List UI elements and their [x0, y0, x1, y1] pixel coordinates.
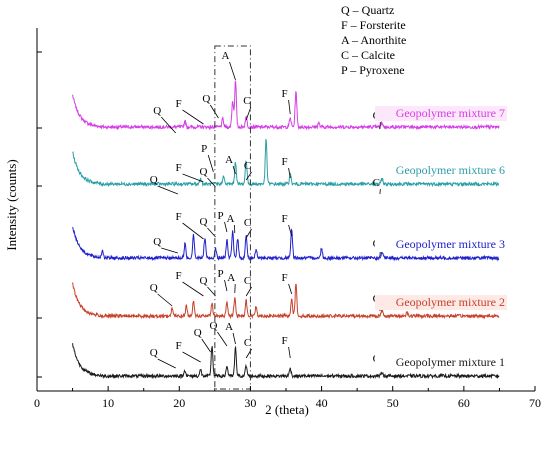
legend-entry: F – Forsterite [341, 18, 406, 32]
peak-leader-line [207, 227, 216, 238]
series-label-bg [375, 237, 507, 252]
peak-leader-line [245, 171, 252, 181]
peak-leader-line [245, 228, 252, 239]
series-label: Geopolymer mixture 6 [396, 163, 505, 177]
peak-leader-line [232, 165, 236, 175]
peak-leader-line [160, 116, 177, 134]
y-axis-label: Intensity (counts) [4, 159, 19, 250]
peak-label: C [373, 177, 380, 189]
x-tick-label: 10 [102, 396, 114, 410]
peak-label: C [244, 160, 251, 172]
series-label: Geopolymer mixture 1 [396, 355, 505, 369]
peak-leader-line [161, 247, 178, 254]
peak-label: A [227, 213, 235, 225]
peak-label: F [282, 156, 288, 168]
series-label-bg [375, 355, 507, 370]
series-label: Geopolymer mixture 3 [396, 237, 505, 251]
x-tick-label: 50 [387, 396, 399, 410]
peak-leader-line [207, 177, 216, 188]
peak-label: A [222, 50, 230, 62]
series-label-bg [375, 106, 507, 121]
peak-leader-line [288, 99, 291, 115]
highlight-region [214, 45, 251, 390]
x-tick-label: 0 [34, 396, 40, 410]
x-tick-label: 20 [173, 396, 185, 410]
series-label-bg [375, 295, 507, 310]
peak-leader-line [157, 358, 176, 369]
peak-label: Q [153, 236, 161, 248]
series-line [72, 138, 500, 188]
peak-label: F [282, 335, 288, 347]
peak-label: A [225, 154, 233, 166]
peak-label: P [217, 268, 223, 280]
peak-leader-line [201, 338, 211, 353]
peak-label: F [176, 270, 182, 282]
peak-label: Q [199, 275, 207, 287]
x-tick-label: 40 [316, 396, 328, 410]
peak-leader-line [182, 109, 204, 125]
peak-label: F [282, 213, 288, 225]
peak-leader-line [182, 281, 204, 297]
legend-entry: A – Anorthite [341, 33, 406, 47]
peak-leader-line [207, 154, 214, 173]
peak-label: C [243, 95, 250, 107]
peak-label: Q [199, 216, 207, 228]
peak-label: C [244, 337, 251, 349]
peak-leader-line [207, 286, 216, 297]
peak-leader-line [224, 279, 228, 292]
peak-leader-line [288, 167, 291, 179]
peak-label: Q [153, 105, 161, 117]
peak-leader-line [157, 185, 179, 195]
x-tick-label: 70 [529, 396, 541, 410]
series-line [72, 343, 500, 380]
peak-leader-line [157, 293, 173, 307]
peak-label: P [217, 210, 223, 222]
peak-label: Q [194, 327, 202, 339]
peak-label: Q [150, 174, 158, 186]
peak-label: Q [209, 320, 217, 332]
peak-leader-line [288, 346, 291, 359]
legend-entry: Q – Quartz [341, 3, 394, 17]
peak-label: F [282, 88, 288, 100]
x-axis-label: 2 (theta) [265, 402, 309, 417]
series-label: Geopolymer mixture 7 [396, 106, 505, 120]
legend-entry: P – Pyroxene [341, 63, 405, 77]
peak-label: C [244, 217, 251, 229]
series-line [72, 79, 500, 131]
peak-label: Q [199, 166, 207, 178]
peak-label: Q [202, 93, 210, 105]
series-label: Geopolymer mixture 2 [396, 295, 505, 309]
peak-label: F [176, 211, 182, 223]
peak-label: Q [150, 347, 158, 359]
peak-label: C [244, 275, 251, 287]
peak-label: F [176, 340, 182, 352]
peak-label: A [227, 272, 235, 284]
peak-leader-line [232, 332, 236, 345]
peak-label: F [282, 272, 288, 284]
x-tick-label: 30 [244, 396, 256, 410]
peak-label: A [225, 321, 233, 333]
peak-leader-line [182, 222, 204, 240]
series-label-bg [375, 163, 507, 178]
x-tick-label: 60 [458, 396, 470, 410]
peak-leader-line [182, 173, 204, 183]
series-line [72, 226, 500, 262]
peak-label: F [176, 162, 182, 174]
legend-entry: C – Calcite [341, 48, 395, 62]
peak-label: Q [150, 282, 158, 294]
peak-leader-line [224, 221, 228, 233]
peak-leader-line [229, 61, 236, 81]
peak-label: F [176, 98, 182, 110]
peak-leader-line [288, 283, 293, 295]
peak-leader-line [217, 331, 228, 347]
peak-leader-line [288, 224, 293, 237]
peak-leader-line [245, 106, 252, 121]
series-line [72, 282, 500, 320]
peak-label: P [201, 143, 207, 155]
peak-leader-line [182, 351, 201, 363]
